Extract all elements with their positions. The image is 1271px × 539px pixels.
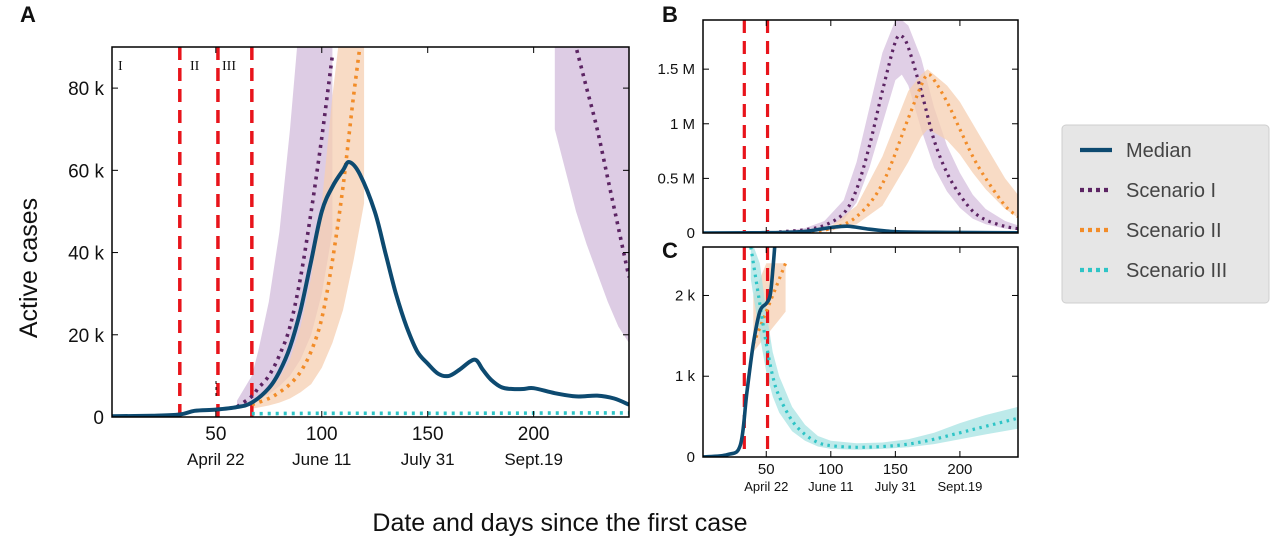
panel-a-phase-lines — [178, 47, 254, 417]
line-scenario-i-early — [235, 54, 335, 409]
panel-c-frame — [702, 246, 1019, 458]
line-scenario-ii — [251, 47, 362, 407]
x-tick-label: 100 — [306, 424, 338, 445]
panel-a-frame — [111, 46, 630, 418]
legend-label-scenario-i: Scenario I — [1126, 180, 1216, 202]
band-scenario-iii — [750, 247, 1018, 450]
panel-a-label: A — [20, 2, 36, 27]
y-tick-label: 0 — [93, 408, 104, 429]
x-tick-label: 150 — [883, 461, 908, 478]
y-tick-label: 0.5 M — [657, 170, 695, 187]
y-tick-label: 1 k — [675, 368, 696, 385]
y-tick-label: 1 M — [670, 116, 695, 133]
line-scenario-ii — [751, 262, 788, 345]
panel-b-phase-lines — [742, 20, 770, 233]
panel-b-bands — [779, 20, 1018, 233]
date-tick-label: July 31 — [875, 479, 916, 494]
y-tick-label: 1.5 M — [657, 61, 695, 78]
panel-c-lines — [703, 247, 1018, 457]
y-axis-title: Active cases — [15, 198, 43, 338]
phase-label-iii: III — [222, 59, 236, 74]
panel-b-label: B — [662, 2, 678, 27]
panel-c-label: C — [662, 238, 678, 263]
y-tick-label: 20 k — [68, 326, 104, 347]
y-tick-label: 2 k — [675, 287, 696, 304]
legend-label-scenario-iii: Scenario III — [1126, 260, 1227, 282]
panel-a-bands — [237, 47, 629, 409]
line-scenario-i-late — [574, 47, 629, 278]
legend-label-scenario-ii: Scenario II — [1126, 220, 1222, 242]
line-median — [703, 224, 1018, 233]
x-tick-label: 200 — [947, 461, 972, 478]
line-median — [703, 247, 777, 457]
band-scenario-i — [779, 20, 1018, 233]
panel-b-frame — [702, 19, 1019, 234]
panel-b-axes: 0 0.5 M 1 M 1.5 M — [657, 20, 1018, 242]
legend-box — [1061, 124, 1270, 304]
y-tick-label: 80 k — [68, 79, 104, 100]
x-axis-title: Date and days since the first case — [372, 509, 747, 537]
band-scenario-i-late — [554, 47, 629, 343]
x-tick-label: 100 — [818, 461, 843, 478]
x-tick-label: 50 — [758, 461, 775, 478]
panel-b: 0 0.5 M 1 M 1.5 M B — [657, 2, 1019, 242]
panel-c: 0 1 k 2 k 50 100 150 200 April 22 June 11 July 31… — [662, 238, 1019, 494]
x-tick-label: 50 — [205, 424, 226, 445]
x-tick-label: 200 — [518, 424, 550, 445]
legend: Median Scenario I Scenario II Scenario III — [1061, 124, 1270, 304]
line-scenario-ii — [804, 72, 1018, 233]
x-tick-label: 150 — [412, 424, 444, 445]
date-tick-label: April 22 — [187, 450, 245, 469]
legend-label-median: Median — [1126, 140, 1192, 162]
band-scenario-ii — [805, 69, 1018, 233]
line-scenario-iii — [749, 247, 1018, 449]
line-median — [112, 160, 629, 417]
panel-a-lines — [112, 47, 629, 417]
y-tick-label: 0 — [687, 449, 695, 466]
panel-c-axes: 0 1 k 2 k 50 100 150 200 April 22 June 11 July 31… — [675, 247, 1018, 494]
line-scenario-iii — [251, 411, 629, 416]
y-tick-label: 60 k — [68, 161, 104, 182]
panel-a-axes: 0 20 k 40 k 60 k 80 k 50 100 150 200 April 22 June… — [68, 47, 629, 469]
panel-a: 0 20 k 40 k 60 k 80 k 50 100 150 200 April 22 June… — [20, 2, 630, 469]
band-scenario-ii — [251, 47, 365, 409]
date-tick-label: Sept.19 — [937, 479, 982, 494]
date-tick-label: April 22 — [744, 479, 788, 494]
y-tick-label: 40 k — [68, 244, 104, 265]
date-tick-label: June 11 — [292, 450, 351, 469]
date-tick-label: June 11 — [808, 479, 853, 494]
phase-label-ii: II — [190, 59, 200, 74]
date-tick-label: Sept.19 — [504, 450, 563, 469]
y-tick-label: 0 — [687, 225, 695, 242]
date-tick-label: July 31 — [401, 450, 455, 469]
phase-label-i: I — [118, 59, 123, 74]
